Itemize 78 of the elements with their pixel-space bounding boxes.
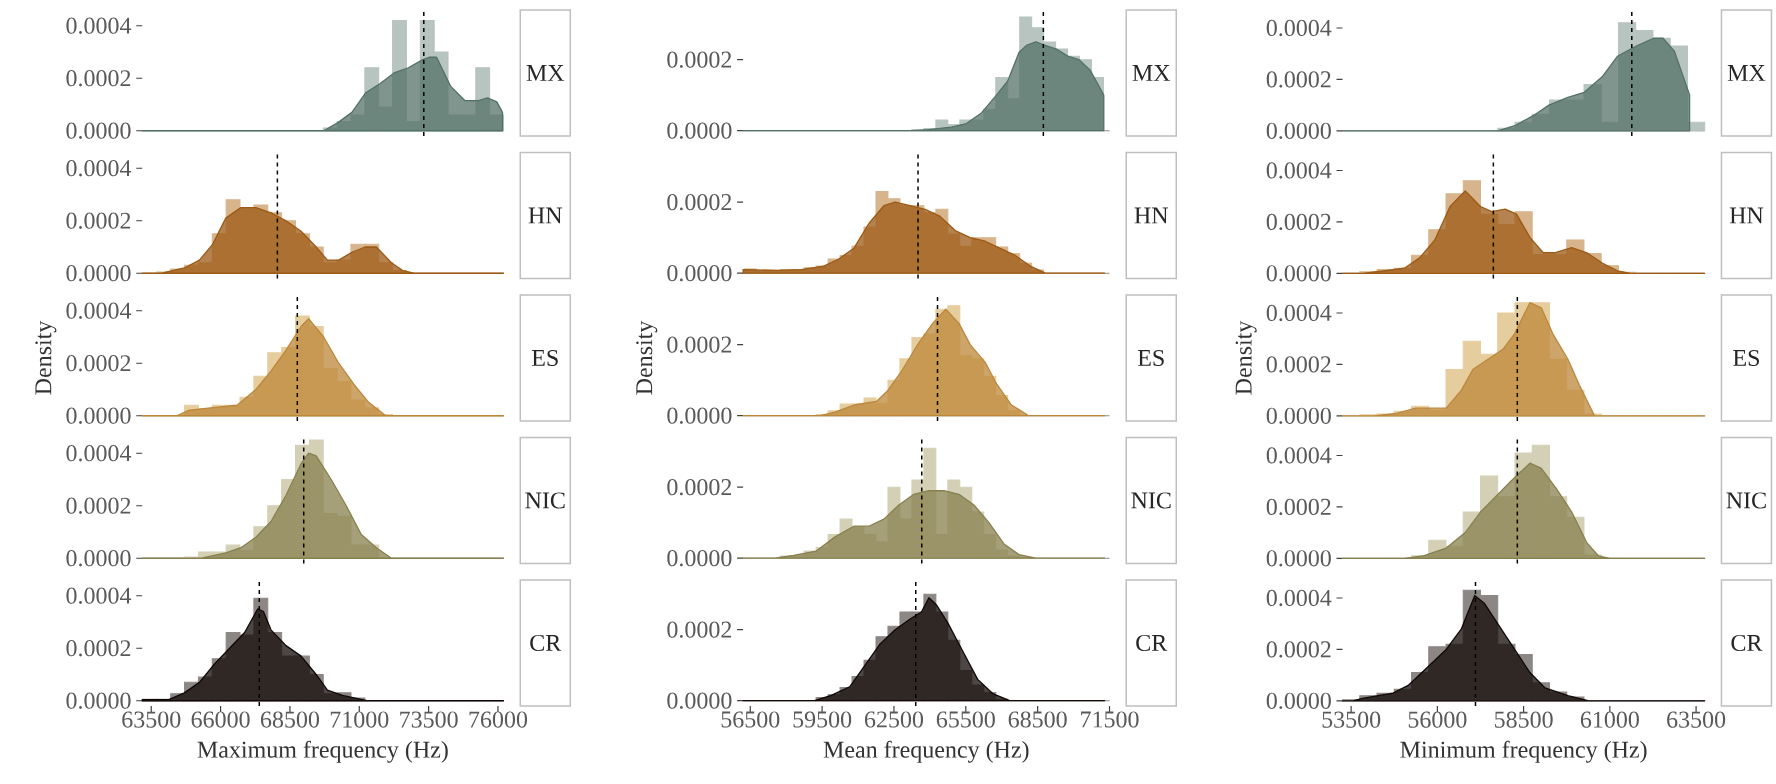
text: HN: [1134, 207, 1169, 224]
x-tick-label: 56500: [721, 711, 780, 728]
y-tick-label: 0.0002: [66, 355, 131, 372]
y-tick-label: 0.0002: [1266, 641, 1331, 658]
text: HN: [1729, 207, 1764, 224]
y-tick-label: 0.0000: [667, 122, 732, 139]
text: MX: [1727, 65, 1766, 81]
y-tick-label: 0.0002: [66, 70, 131, 87]
y-tick-label: 0.0004: [1266, 162, 1332, 179]
x-tick-label: 71500: [1081, 711, 1139, 728]
text: CR: [1136, 634, 1168, 652]
y-tick-label: 0.0000: [1266, 550, 1331, 567]
text: NIC: [525, 492, 565, 509]
y-tick-label: 0.0000: [667, 550, 732, 567]
y-tick-label: 0.0004: [66, 587, 132, 604]
text: ES: [1733, 349, 1759, 367]
text: CR: [530, 634, 562, 652]
y-tick-label: 0.0002: [667, 336, 732, 353]
y-tick-label: 0.0002: [1266, 356, 1331, 373]
y-tick-label: 0.0000: [667, 265, 732, 282]
y-axis-title: Density: [1235, 320, 1257, 395]
y-tick-label: 0.0000: [1266, 407, 1331, 424]
text: MX: [1132, 65, 1171, 81]
x-tick-label: 65500: [936, 711, 995, 728]
text: NIC: [1726, 492, 1766, 509]
y-tick-label: 0.0000: [1266, 265, 1331, 282]
y-tick-label: 0.0004: [66, 160, 132, 177]
y-axis-title: Density: [636, 320, 658, 395]
y-tick-label: 0.0002: [66, 640, 131, 657]
x-tick-label: 59500: [793, 711, 852, 728]
x-tick-label: 53500: [1322, 711, 1381, 728]
y-tick-label: 0.0002: [667, 194, 732, 211]
text: ES: [1137, 349, 1164, 367]
y-tick-label: 0.0004: [1266, 19, 1332, 37]
x-tick-label: 63500: [1667, 711, 1726, 728]
y-tick-label: 0.0000: [1266, 122, 1331, 139]
y-tick-label: 0.0002: [667, 51, 732, 68]
y-tick-label: 0.0004: [1266, 589, 1332, 607]
y-tick-label: 0.0000: [66, 550, 131, 567]
y-tick-label: 0.0002: [1266, 498, 1331, 516]
y-tick-label: 0.0002: [667, 479, 732, 496]
y-tick-label: 0.0000: [66, 692, 131, 709]
y-axis-title: Density: [35, 320, 57, 395]
y-tick-label: 0.0000: [66, 122, 131, 139]
y-tick-label: 0.0002: [667, 621, 732, 638]
y-tick-label: 0.0002: [1266, 71, 1331, 88]
y-tick-label: 0.0004: [66, 17, 132, 34]
x-tick-label: 63500: [122, 711, 181, 728]
x-tick-label: 73500: [400, 711, 458, 728]
y-tick-label: 0.0002: [1266, 213, 1331, 231]
x-tick-label: 76000: [469, 711, 528, 728]
text: CR: [1731, 634, 1763, 652]
text: NIC: [1131, 492, 1171, 509]
x-axis-title: Mean frequency (Hz): [823, 740, 1029, 763]
y-tick-label: 0.0004: [1266, 447, 1332, 464]
y-tick-label: 0.0004: [1266, 304, 1332, 322]
y-tick-label: 0.0004: [66, 445, 132, 462]
x-tick-label: 66000: [191, 711, 250, 728]
x-tick-label: 71000: [330, 711, 389, 728]
x-tick-label: 58500: [1495, 711, 1553, 728]
y-tick-label: 0.0004: [66, 302, 132, 319]
y-tick-label: 0.0000: [667, 692, 732, 709]
text: ES: [531, 349, 558, 367]
text: HN: [528, 207, 563, 224]
x-tick-label: 61000: [1580, 711, 1639, 728]
x-axis-title: Minimum frequency (Hz): [1400, 740, 1647, 763]
y-tick-label: 0.0000: [1266, 692, 1331, 709]
x-tick-label: 68500: [1008, 711, 1067, 728]
x-tick-label: 68500: [260, 711, 320, 728]
text: MX: [526, 65, 565, 81]
x-tick-label: 62500: [864, 711, 924, 728]
y-tick-label: 0.0000: [66, 265, 131, 282]
y-tick-label: 0.0002: [66, 497, 131, 514]
y-tick-label: 0.0000: [667, 407, 732, 424]
x-tick-label: 56000: [1408, 711, 1467, 728]
x-axis-title: Maximum frequency (Hz): [197, 740, 448, 763]
y-tick-label: 0.0002: [66, 212, 131, 229]
y-tick-label: 0.0000: [66, 407, 131, 424]
